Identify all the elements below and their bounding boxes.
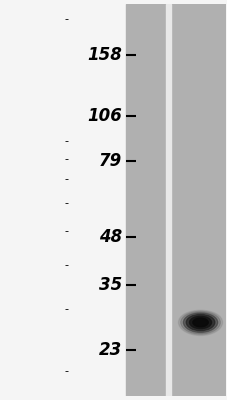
- Ellipse shape: [180, 312, 220, 334]
- Ellipse shape: [183, 313, 217, 332]
- Ellipse shape: [192, 318, 207, 327]
- Bar: [165, 4, 171, 396]
- Text: 48: 48: [98, 228, 121, 246]
- Ellipse shape: [189, 316, 211, 329]
- Text: 79: 79: [98, 152, 121, 170]
- Text: 35: 35: [98, 276, 121, 294]
- Bar: [125, 4, 165, 396]
- Bar: [171, 4, 225, 396]
- Ellipse shape: [185, 314, 214, 331]
- Ellipse shape: [178, 310, 222, 336]
- Text: 23: 23: [98, 341, 121, 359]
- Text: 106: 106: [87, 107, 121, 125]
- Text: 158: 158: [87, 46, 121, 64]
